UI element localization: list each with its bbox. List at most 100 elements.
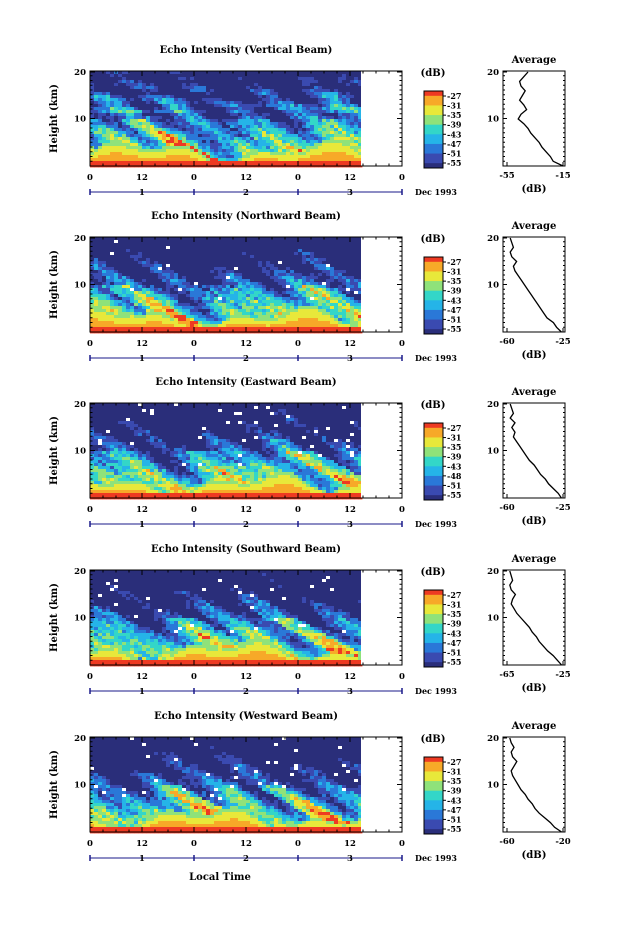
heatmap-cell [110, 131, 115, 135]
heatmap-cell [238, 312, 243, 316]
heatmap-cell [338, 134, 343, 138]
heatmap-cell [130, 152, 135, 156]
heatmap-cell [334, 270, 339, 274]
heatmap-cell [226, 152, 231, 156]
heatmap-cell [174, 237, 179, 241]
heatmap-cell [338, 107, 343, 111]
heatmap-cell [94, 249, 99, 253]
heatmap-cell [150, 285, 155, 289]
heatmap-cell [246, 134, 251, 138]
heatmap-cell [310, 291, 315, 295]
heatmap-cell [206, 92, 211, 96]
heatmap-cell [278, 92, 283, 96]
heatmap-cell [194, 80, 199, 84]
heatmap-cell [206, 74, 211, 78]
heatmap-cell [106, 412, 111, 416]
heatmap-cell [274, 137, 279, 141]
heatmap-cell [94, 309, 99, 313]
heatmap-cell [102, 98, 107, 102]
heatmap-cell [258, 155, 263, 159]
heatmap-cell [98, 406, 103, 410]
heatmap-cell [126, 327, 131, 331]
heatmap-cell [130, 107, 135, 111]
heatmap-cell [94, 288, 99, 292]
colorbar-segment [424, 100, 443, 106]
heatmap-cell [154, 80, 159, 84]
colorbar-tick-label: -43 [447, 295, 462, 305]
heatmap-cell [190, 104, 195, 108]
heatmap-cell [198, 243, 203, 247]
heatmap-cell [210, 294, 215, 298]
heatmap-cell [266, 104, 271, 108]
colorbar-segment [424, 110, 443, 116]
heatmap-cell [210, 116, 215, 120]
heatmap-cell [190, 125, 195, 129]
heatmap-cell [314, 300, 319, 304]
heatmap-cell [142, 300, 147, 304]
heatmap-cell [246, 285, 251, 289]
heatmap-cell [138, 282, 143, 286]
heatmap-cell [102, 418, 107, 422]
heatmap-cell [166, 270, 171, 274]
heatmap-cell [190, 264, 195, 268]
heatmap-cell [114, 282, 119, 286]
heatmap-cell [354, 312, 359, 316]
heatmap-cell [322, 252, 327, 256]
heatmap-cell [282, 158, 287, 162]
heatmap-cell [282, 119, 287, 123]
heatmap-cell [134, 273, 139, 277]
heatmap-cell [314, 155, 319, 159]
heatmap-cell [94, 252, 99, 256]
heatmap-cell [354, 92, 359, 96]
heatmap-cell [194, 140, 199, 144]
heatmap-cell [278, 101, 283, 105]
heatmap-cell [106, 309, 111, 313]
heatmap-cell [254, 95, 259, 99]
heatmap-cell [130, 243, 135, 247]
heatmap-cell [354, 285, 359, 289]
heatmap-cell [106, 95, 111, 99]
heatmap-cell [286, 324, 291, 328]
heatmap-cell [182, 74, 187, 78]
heatmap-cell [150, 137, 155, 141]
heatmap-cell [222, 321, 227, 325]
heatmap-cell [334, 237, 339, 241]
heatmap-cell [134, 288, 139, 292]
heatmap-cell [166, 312, 171, 316]
heatmap-cell [122, 324, 127, 328]
heatmap-cell [238, 261, 243, 265]
heatmap-cell [186, 155, 191, 159]
heatmap-cell [290, 161, 295, 165]
heatmap-cell [206, 110, 211, 114]
heatmap-cell [202, 92, 207, 96]
heatmap-cell [310, 321, 315, 325]
heatmap-cell [226, 246, 231, 250]
heatmap-cell [90, 125, 95, 129]
heatmap-cell [198, 86, 203, 90]
heatmap-cell [258, 261, 263, 265]
heatmap-cell [310, 273, 315, 277]
heatmap-cell [338, 110, 343, 114]
heatmap-cell [98, 276, 103, 280]
heatmap-cell [338, 291, 343, 295]
heatmap-cell [102, 303, 107, 307]
heatmap-cell [178, 285, 183, 289]
heatmap-cell [102, 116, 107, 120]
heatmap-cell [98, 321, 103, 325]
heatmap-cell [170, 249, 175, 253]
heatmap-cell [162, 161, 167, 165]
heatmap-cell [266, 321, 271, 325]
heatmap-cell [254, 309, 259, 313]
heatmap-cell [110, 252, 115, 256]
heatmap-cell [218, 158, 223, 162]
heatmap-cell [278, 237, 283, 241]
colorbar-tick-label: -51 [447, 314, 461, 324]
heatmap-cell [262, 134, 267, 138]
heatmap-cell [122, 134, 127, 138]
heatmap-cell [186, 152, 191, 156]
heatmap-cell [106, 324, 111, 328]
heatmap-cell [306, 137, 311, 141]
x-tick-label: 12 [240, 173, 252, 183]
heatmap-cell [250, 95, 255, 99]
heatmap-cell [338, 77, 343, 81]
